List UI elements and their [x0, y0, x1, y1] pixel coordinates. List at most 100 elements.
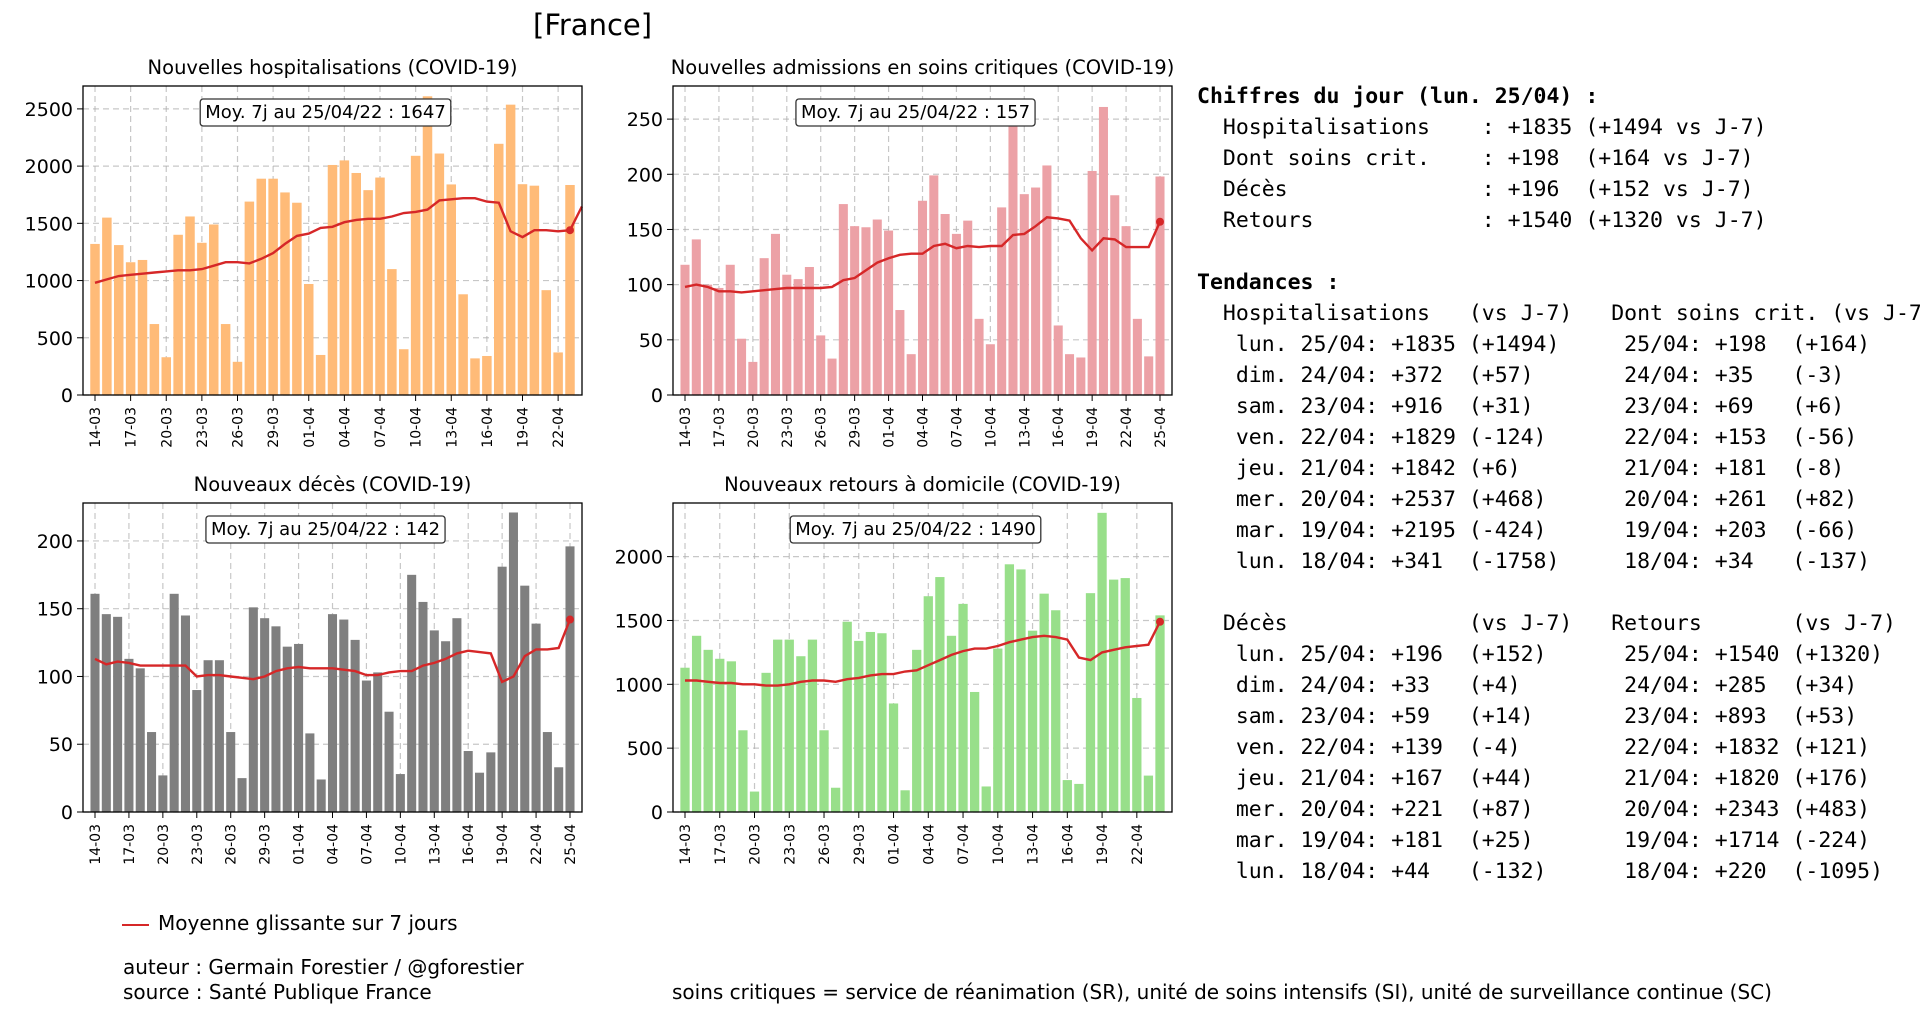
x-tick-label: 16-04: [461, 824, 477, 865]
bar: [244, 201, 255, 395]
bar: [158, 775, 168, 812]
bar: [463, 751, 473, 812]
bar: [237, 778, 247, 812]
y-tick-label: 200: [627, 164, 663, 186]
x-tick-label: 17-03: [124, 407, 140, 448]
bar: [90, 593, 100, 812]
x-tick-label: 25-04: [1153, 407, 1169, 448]
bar: [209, 224, 219, 395]
chart-title: Nouveaux retours à domicile (COVID-19): [724, 473, 1121, 496]
x-tick-label: 19-04: [1085, 407, 1101, 448]
bar: [958, 603, 968, 812]
x-tick-label: 04-04: [916, 407, 932, 448]
bar: [475, 772, 485, 812]
bar: [985, 344, 995, 395]
bar: [854, 640, 864, 812]
bar: [804, 266, 814, 395]
bar: [1076, 357, 1086, 395]
latest-average-point: [1156, 217, 1164, 226]
bar: [505, 104, 516, 395]
x-tick-label: 01-04: [302, 407, 318, 448]
bar: [929, 175, 939, 395]
bar: [470, 358, 480, 395]
x-tick-label: 23-03: [782, 824, 798, 865]
bar: [1085, 593, 1096, 812]
annotation-box: [199, 98, 452, 127]
trend-row: jeu. 21/04: +1842 (+6) 21/04: +181 (-8): [1197, 456, 1845, 481]
bar: [951, 233, 961, 395]
bar: [703, 284, 713, 395]
bar: [1143, 775, 1154, 812]
bar: [185, 216, 195, 395]
bar: [1120, 578, 1130, 812]
trend-row: mer. 20/04: +221 (+87) 20/04: +2343 (+48…: [1197, 797, 1871, 822]
bar: [542, 732, 552, 812]
x-tick-label: 20-03: [156, 824, 172, 865]
bar: [1132, 697, 1142, 812]
x-tick-label: 04-04: [337, 407, 353, 448]
bar: [407, 574, 417, 812]
bar: [861, 227, 871, 395]
x-tick-label: 19-04: [495, 824, 511, 865]
bar: [441, 641, 451, 812]
bar: [486, 752, 496, 812]
moving-average-line: [94, 619, 572, 684]
bar: [1053, 325, 1063, 395]
bar: [232, 361, 243, 395]
trend-row: sam. 23/04: +916 (+31) 23/04: +69 (+6): [1197, 394, 1845, 419]
bar: [531, 623, 541, 812]
bar: [900, 790, 910, 812]
bar: [748, 361, 758, 395]
bar: [1004, 564, 1015, 812]
bar: [715, 658, 725, 812]
bar: [1132, 318, 1142, 395]
bar: [714, 287, 724, 395]
bar: [725, 264, 735, 395]
region-title: [France]: [533, 8, 653, 42]
bar: [410, 155, 421, 395]
bar: [508, 512, 518, 812]
bar: [565, 184, 575, 395]
bar: [292, 202, 302, 395]
bar: [1008, 100, 1018, 395]
trend-row: mer. 20/04: +2537 (+468) 20/04: +261 (+8…: [1197, 487, 1858, 512]
x-tick-label: 20-03: [746, 407, 762, 448]
bar: [280, 192, 290, 395]
x-tick-label: 29-03: [848, 407, 864, 448]
bar: [268, 178, 278, 395]
bar: [759, 258, 769, 395]
chart-title: Nouvelles hospitalisations (COVID-19): [148, 56, 518, 79]
bar: [316, 779, 326, 812]
summary-row: Hospitalisations : +1835 (+1494 vs J-7): [1197, 115, 1767, 140]
bar: [1016, 569, 1026, 812]
trend-row: lun. 18/04: +44 (-132) 18/04: +220 (-109…: [1197, 859, 1884, 884]
x-tick-label: 17-03: [122, 824, 138, 865]
x-tick-label: 01-04: [882, 407, 898, 448]
bar: [197, 242, 207, 395]
y-tick-label: 0: [651, 802, 663, 824]
bar: [135, 668, 145, 812]
bar: [865, 631, 875, 812]
x-tick-label: 23-03: [780, 407, 796, 448]
bar: [877, 633, 887, 812]
x-tick-label: 22-04: [1130, 824, 1146, 865]
bar: [691, 239, 701, 395]
y-tick-label: 1500: [615, 610, 663, 632]
bar: [807, 639, 818, 812]
x-tick-label: 26-03: [817, 824, 833, 865]
x-tick-label: 13-04: [444, 407, 460, 448]
bar: [429, 630, 439, 812]
bar: [872, 219, 882, 395]
x-tick-label: 20-03: [159, 407, 175, 448]
x-tick-label: 07-04: [949, 407, 965, 448]
bar: [703, 649, 713, 812]
bar: [399, 349, 409, 395]
bar: [796, 656, 806, 812]
bar: [351, 172, 361, 395]
bar: [993, 648, 1003, 812]
legend-label: Moyenne glissante sur 7 jours: [158, 911, 458, 935]
y-tick-label: 0: [61, 802, 73, 824]
bar: [819, 730, 829, 812]
bar: [1065, 354, 1075, 395]
